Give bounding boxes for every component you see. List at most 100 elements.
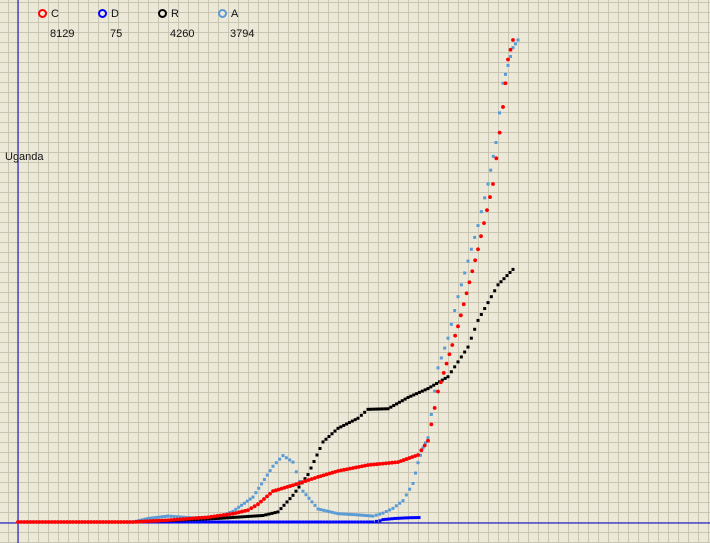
series-c-point xyxy=(166,518,170,523)
series-c-point xyxy=(453,333,458,338)
series-r-point xyxy=(412,393,416,397)
series-d-point xyxy=(201,520,205,524)
series-d-point xyxy=(328,520,332,524)
series-r-point xyxy=(389,405,393,409)
series-c-point xyxy=(95,520,99,524)
series-r-point xyxy=(246,514,250,518)
series-r-point xyxy=(446,375,450,379)
series-c-point xyxy=(354,465,358,470)
series-c-point xyxy=(196,516,201,520)
series-d-point xyxy=(248,520,252,524)
series-d-point xyxy=(292,520,296,524)
series-a-point xyxy=(268,469,272,473)
series-d-point xyxy=(234,520,238,524)
series-r-point xyxy=(459,355,463,359)
series-d-point xyxy=(362,520,366,524)
series-a-point xyxy=(146,516,150,520)
series-c-point xyxy=(336,469,340,473)
series-a-point xyxy=(316,507,320,511)
series-r-point xyxy=(198,517,202,521)
series-c-point xyxy=(104,520,108,524)
series-d-point xyxy=(298,520,302,524)
series-d-point xyxy=(393,516,397,520)
series-r-point xyxy=(324,437,328,441)
series-d-point xyxy=(414,516,418,520)
series-c-point xyxy=(461,302,466,307)
series-c-point xyxy=(345,467,349,472)
series-d-point xyxy=(365,520,369,524)
series-a-point xyxy=(288,458,292,462)
series-c-point xyxy=(387,461,391,465)
series-c-point xyxy=(128,520,132,524)
series-d-point xyxy=(272,520,276,524)
series-c-point xyxy=(426,438,430,443)
series-r-point xyxy=(406,395,410,399)
series-c-point xyxy=(342,467,346,472)
series-c-point xyxy=(363,463,367,468)
series-d-point xyxy=(347,520,351,524)
series-a-point xyxy=(152,516,156,520)
series-c-point xyxy=(501,105,505,109)
series-d-point xyxy=(245,520,249,524)
series-a-point xyxy=(237,505,241,509)
series-r-point xyxy=(363,410,367,414)
series-c-point xyxy=(303,479,308,483)
series-d-point xyxy=(304,520,308,524)
series-r-point xyxy=(264,513,268,517)
series-d-point xyxy=(186,520,190,524)
series-c-point xyxy=(98,520,102,524)
series-d-point xyxy=(313,520,317,524)
series-c-point xyxy=(312,476,317,480)
series-c-point xyxy=(401,458,406,462)
series-a-point xyxy=(516,38,520,42)
series-a-point xyxy=(166,514,170,518)
series-d-point xyxy=(384,517,388,521)
series-d-point xyxy=(396,516,400,520)
series-r-point xyxy=(282,503,286,507)
series-a-point xyxy=(278,457,282,461)
series-c-point xyxy=(339,468,343,473)
series-c-point xyxy=(163,518,167,523)
series-d-point xyxy=(281,520,285,524)
series-a-point xyxy=(163,514,167,518)
series-c-point xyxy=(444,361,449,366)
series-c-point xyxy=(139,519,144,524)
series-d-point xyxy=(210,520,214,524)
series-c-point xyxy=(237,510,241,515)
series-r-point xyxy=(291,493,295,497)
series-r-point xyxy=(397,400,401,404)
series-c-point xyxy=(125,520,129,524)
series-a-point xyxy=(262,477,266,481)
series-a-point xyxy=(179,515,182,519)
series-c-point xyxy=(300,480,305,485)
series-c-point xyxy=(252,504,257,509)
series-d-point xyxy=(350,520,354,524)
series-a-point xyxy=(242,501,246,505)
series-c-point xyxy=(508,47,513,52)
series-a-point xyxy=(307,496,311,500)
series-c-point xyxy=(351,466,355,470)
series-a-point xyxy=(388,508,392,512)
series-c-point xyxy=(384,461,388,466)
series-a-point xyxy=(149,516,153,520)
series-c-point xyxy=(53,520,57,524)
series-d-point xyxy=(192,520,196,524)
series-d-point xyxy=(411,516,415,520)
series-c-point xyxy=(321,473,326,478)
series-r-point xyxy=(440,378,444,382)
series-c-point xyxy=(279,486,284,491)
series-d-point xyxy=(402,516,406,520)
series-r-point xyxy=(392,404,396,408)
series-d-point xyxy=(390,517,394,521)
series-c-point xyxy=(49,520,54,524)
series-d-point xyxy=(177,520,181,524)
series-a-point xyxy=(473,235,477,239)
series-c-point xyxy=(71,520,75,524)
series-a-point xyxy=(429,412,433,416)
series-a-point xyxy=(433,389,437,393)
series-c-point xyxy=(175,517,180,522)
series-c-point xyxy=(203,515,207,520)
series-c-point xyxy=(77,520,81,524)
series-c-point xyxy=(416,453,420,457)
series-a-point xyxy=(456,295,460,299)
